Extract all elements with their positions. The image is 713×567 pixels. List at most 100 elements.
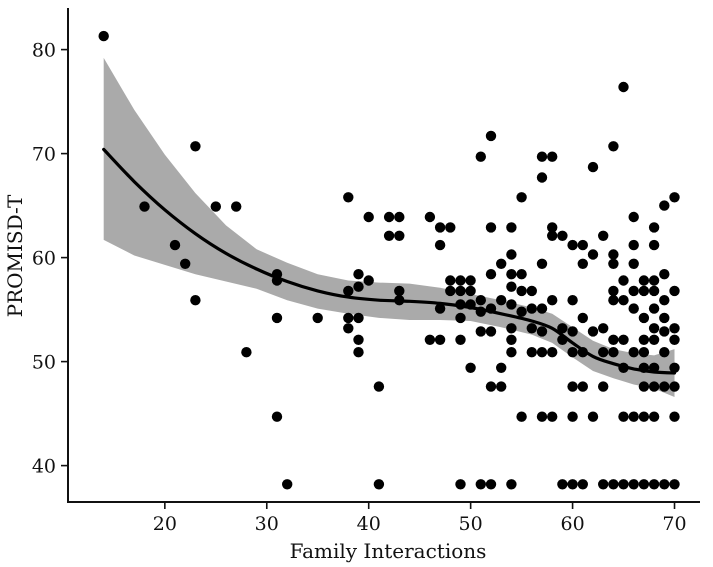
data-point xyxy=(638,362,650,373)
data-point xyxy=(648,303,660,314)
data-point xyxy=(353,281,364,292)
data-point xyxy=(394,211,405,223)
data-point xyxy=(648,362,660,373)
data-point xyxy=(567,479,578,490)
data-point xyxy=(434,303,446,314)
data-point xyxy=(353,347,364,358)
data-point xyxy=(424,334,436,345)
data-point xyxy=(169,239,181,251)
data-point xyxy=(608,141,619,152)
data-point xyxy=(608,347,619,358)
data-point xyxy=(598,479,609,490)
data-point xyxy=(608,249,619,260)
data-point xyxy=(394,295,405,306)
data-point xyxy=(659,269,670,280)
data-point xyxy=(536,258,548,269)
data-point xyxy=(383,211,395,223)
data-point xyxy=(190,295,201,306)
data-point xyxy=(516,306,527,317)
data-point xyxy=(547,151,558,162)
data-point xyxy=(587,326,599,337)
data-point xyxy=(669,323,680,334)
data-point xyxy=(312,312,323,324)
data-point xyxy=(353,334,364,345)
data-point xyxy=(394,285,405,297)
data-point xyxy=(669,334,680,345)
data-point xyxy=(628,479,639,490)
data-point xyxy=(455,275,466,286)
data-point xyxy=(648,381,660,392)
data-point xyxy=(343,192,354,203)
data-point xyxy=(434,222,446,233)
y-tick-label: 70 xyxy=(32,144,56,166)
data-point xyxy=(455,299,466,310)
data-point xyxy=(567,347,578,358)
data-point xyxy=(516,285,527,297)
data-point xyxy=(618,362,629,373)
data-point xyxy=(618,295,629,306)
data-point xyxy=(547,230,558,241)
data-point xyxy=(536,172,548,183)
smooth-line-layer xyxy=(102,147,677,375)
data-point xyxy=(669,381,680,392)
data-point xyxy=(567,411,578,422)
data-point xyxy=(669,192,680,203)
data-point xyxy=(190,141,201,152)
data-point xyxy=(608,258,619,269)
data-point xyxy=(638,479,650,490)
data-point xyxy=(598,347,609,358)
data-point xyxy=(526,303,537,314)
data-point xyxy=(648,323,660,334)
data-point xyxy=(445,275,456,286)
x-tick-label: 60 xyxy=(560,513,584,535)
data-point xyxy=(577,479,588,490)
data-point xyxy=(587,249,599,260)
data-point xyxy=(465,285,476,297)
data-point xyxy=(139,201,150,212)
data-point xyxy=(496,381,507,392)
data-point xyxy=(557,230,568,241)
data-point xyxy=(465,362,476,373)
data-point xyxy=(526,347,537,358)
data-point xyxy=(669,479,680,490)
data-point xyxy=(353,269,364,280)
data-point xyxy=(648,275,660,286)
data-point xyxy=(608,295,619,306)
data-point xyxy=(638,312,650,324)
ticks-layer: 20 30 40 50 60 70 40 50 60 70 80 xyxy=(32,40,687,535)
data-point xyxy=(485,130,497,142)
data-point xyxy=(485,269,497,280)
data-point xyxy=(638,411,650,422)
data-point xyxy=(210,201,221,212)
data-point xyxy=(485,381,497,392)
data-point xyxy=(282,479,293,490)
data-point xyxy=(659,479,670,490)
data-point xyxy=(373,381,385,392)
data-point xyxy=(536,411,548,422)
data-point xyxy=(648,334,660,345)
data-point xyxy=(618,334,629,345)
data-point xyxy=(536,303,548,314)
data-point xyxy=(577,239,588,251)
data-point xyxy=(659,326,670,337)
data-point xyxy=(628,411,639,422)
data-point xyxy=(547,411,558,422)
data-point xyxy=(180,258,191,269)
data-point xyxy=(506,249,517,260)
data-point xyxy=(648,222,660,233)
data-point xyxy=(567,239,578,251)
y-tick-label: 80 xyxy=(32,40,56,62)
data-point xyxy=(496,362,507,373)
data-point xyxy=(628,303,639,314)
data-point xyxy=(526,323,537,334)
data-point xyxy=(506,323,517,334)
data-point xyxy=(455,479,466,490)
data-point xyxy=(506,479,517,490)
data-point xyxy=(445,222,456,233)
data-point xyxy=(669,285,680,297)
data-point xyxy=(638,334,650,345)
data-point xyxy=(577,258,588,269)
data-point xyxy=(455,312,466,324)
data-point xyxy=(271,275,283,286)
